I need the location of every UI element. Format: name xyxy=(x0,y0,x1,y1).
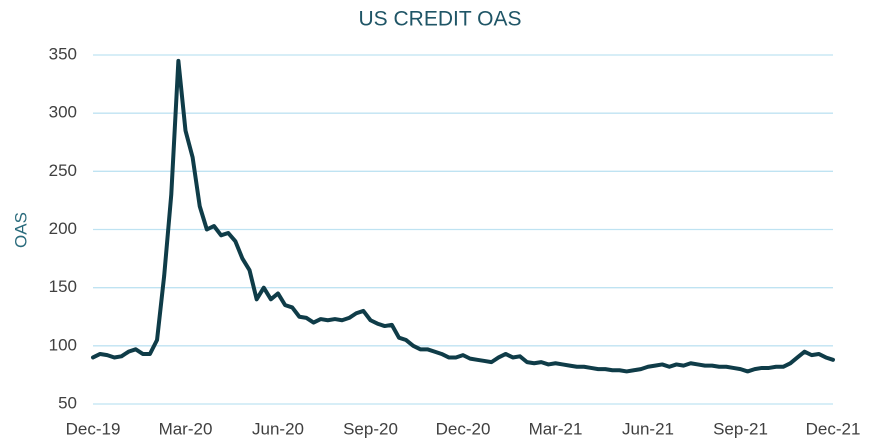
x-tick-label: Mar-20 xyxy=(159,419,213,438)
x-tick-label: Jun-20 xyxy=(252,419,304,438)
y-tick-label: 200 xyxy=(49,219,77,238)
y-tick-label: 100 xyxy=(49,335,77,354)
y-tick-label: 150 xyxy=(49,277,77,296)
y-tick-label: 300 xyxy=(49,103,77,122)
x-tick-label: Mar-21 xyxy=(529,419,583,438)
y-tick-label: 50 xyxy=(58,393,77,412)
x-tick-label: Dec-19 xyxy=(66,419,121,438)
x-tick-label: Sep-21 xyxy=(713,419,768,438)
x-tick-label: Jun-21 xyxy=(622,419,674,438)
x-tick-label: Dec-21 xyxy=(806,419,861,438)
chart-title: US CREDIT OAS xyxy=(359,8,522,31)
y-tick-label: 350 xyxy=(49,44,77,63)
series-line xyxy=(91,58,835,374)
x-tick-label: Dec-20 xyxy=(436,419,491,438)
y-axis-label: OAS xyxy=(11,212,30,248)
y-tick-label: 250 xyxy=(49,161,77,180)
x-tick-label: Sep-20 xyxy=(343,419,398,438)
